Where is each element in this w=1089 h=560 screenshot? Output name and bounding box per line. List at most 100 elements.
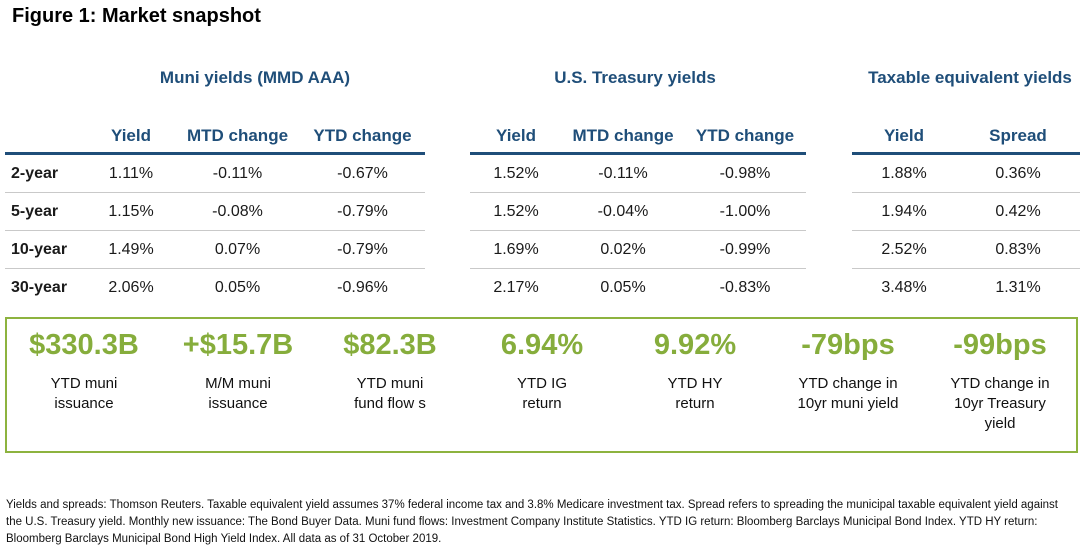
column-header: Spread (989, 126, 1047, 145)
table-cell: -0.96% (337, 278, 388, 296)
table-row: 2.52% 0.83% (852, 231, 1080, 269)
table-row: 2-year 1.11% -0.11% -0.67% (5, 155, 425, 193)
footnote: Yields and spreads: Thomson Reuters. Tax… (6, 499, 1058, 545)
treasury-yields-heading: U.S. Treasury yields (554, 68, 716, 87)
page-title: Figure 1: Market snapshot (12, 5, 261, 27)
table-cell: 1.69% (493, 240, 539, 258)
column-header: Yield (111, 126, 151, 145)
table-cell: 1.15% (108, 202, 154, 220)
table-cell: -0.83% (719, 278, 771, 296)
column-header: MTD change (572, 126, 674, 145)
table-cell: 0.02% (600, 240, 646, 258)
table-cell: 0.07% (214, 240, 261, 258)
column-header: Yield (496, 126, 536, 145)
table-cell: 1.11% (108, 164, 154, 182)
table-cell: 3.48% (881, 278, 927, 296)
maturity-label: 5-year (11, 202, 59, 220)
taxable-equivalent-table: Yield Spread 1.88% 0.36% 1.94% 0.42% 2.5… (852, 120, 1080, 306)
stat-desc-line: return (522, 395, 562, 412)
table-cell: -0.08% (212, 202, 263, 220)
table-row: 30-year 2.06% 0.05% -0.96% (5, 269, 425, 306)
stat-desc-line: YTD HY (667, 375, 723, 392)
treasury-yields-table: Yield MTD change YTD change 1.52% -0.11%… (470, 120, 806, 306)
stat-description: YTD muni issuance (9, 374, 159, 414)
table-cell: 1.49% (108, 240, 154, 258)
table-cell: 1.94% (881, 202, 927, 220)
maturity-label: 10-year (11, 240, 68, 258)
stat-ytd-hy-return: 9.92% YTD HY return (620, 319, 770, 414)
stat-ytd-ig-return: 6.94% YTD IG return (467, 319, 617, 414)
stat-mm-muni-issuance: +$15.7B M/M muni issuance (163, 319, 313, 414)
table-row: 3.48% 1.31% (852, 269, 1080, 306)
stat-desc-line: YTD IG (516, 375, 567, 392)
stat-description: YTD HY return (620, 374, 770, 414)
maturity-label: 2-year (11, 164, 59, 182)
stat-muni-yield-change: -79bps YTD change in 10yr muni yield (773, 319, 923, 414)
stat-desc-line: issuance (54, 395, 114, 412)
stat-ytd-fund-flows: $82.3B YTD muni fund flow s (315, 319, 465, 414)
key-stats-panel: $330.3B YTD muni issuance +$15.7B M/M mu… (5, 317, 1078, 453)
muni-yields-table: Yield MTD change YTD change 2-year 1.11%… (5, 120, 425, 306)
stat-value: -99bps (953, 329, 1047, 361)
table-cell: 1.52% (493, 202, 539, 220)
stat-desc-line: M/M muni (205, 375, 271, 392)
stat-desc-line: YTD muni (50, 375, 118, 392)
stat-ytd-muni-issuance: $330.3B YTD muni issuance (9, 319, 159, 414)
stat-description: YTD change in 10yr Treasury yield (925, 374, 1075, 434)
table-cell: -0.98% (719, 164, 771, 182)
stat-desc-line: YTD change in (798, 375, 898, 392)
table-cell: -0.11% (212, 164, 263, 182)
table-cell: 0.05% (214, 278, 261, 296)
table-cell: -0.79% (337, 240, 388, 258)
table-cell: 1.31% (995, 278, 1041, 296)
column-header: Yield (884, 126, 924, 145)
stat-desc-line: YTD muni (356, 375, 424, 392)
table-cell: -0.99% (719, 240, 771, 258)
maturity-label: 30-year (11, 278, 68, 296)
table-cell: 0.42% (995, 202, 1041, 220)
stat-value: -79bps (801, 329, 895, 361)
table-row: 1.88% 0.36% (852, 155, 1080, 193)
stat-value: $330.3B (29, 329, 139, 361)
stat-desc-line: return (675, 395, 715, 412)
stat-description: M/M muni issuance (163, 374, 313, 414)
stat-description: YTD IG return (467, 374, 617, 414)
stat-desc-line: issuance (208, 395, 268, 412)
table-cell: 1.52% (493, 164, 539, 182)
stat-treasury-yield-change: -99bps YTD change in 10yr Treasury yield (925, 319, 1075, 434)
stat-value: $82.3B (343, 329, 437, 361)
table-cell: -0.79% (337, 202, 388, 220)
stat-value: +$15.7B (182, 329, 294, 361)
column-header: YTD change (313, 126, 412, 145)
table-cell: -0.04% (597, 202, 649, 220)
table-cell: 1.88% (881, 164, 927, 182)
table-cell: -0.11% (598, 164, 648, 182)
table-cell: 0.36% (995, 164, 1041, 182)
table-row: 1.52% -0.04% -1.00% (470, 193, 806, 231)
stat-description: YTD change in 10yr muni yield (773, 374, 923, 414)
stat-desc-line: yield (984, 415, 1016, 432)
table-cell: -1.00% (719, 202, 771, 220)
column-header: MTD change (186, 126, 289, 145)
stat-description: YTD muni fund flow s (315, 374, 465, 414)
column-header: YTD change (695, 126, 795, 145)
muni-yields-heading: Muni yields (MMD AAA) (159, 68, 351, 87)
stat-desc-line: 10yr muni yield (797, 395, 899, 412)
stat-desc-line: 10yr Treasury (954, 395, 1046, 412)
table-row: 2.17% 0.05% -0.83% (470, 269, 806, 306)
table-cell: 2.06% (108, 278, 154, 296)
stat-value: 9.92% (653, 329, 737, 361)
table-cell: 2.17% (493, 278, 539, 296)
table-cell: 0.83% (995, 240, 1041, 258)
table-cell: 0.05% (600, 278, 646, 296)
table-row: 1.52% -0.11% -0.98% (470, 155, 806, 193)
table-cell: -0.67% (337, 164, 388, 182)
stat-value: 6.94% (500, 329, 584, 361)
table-row: 5-year 1.15% -0.08% -0.79% (5, 193, 425, 231)
table-cell: 2.52% (881, 240, 927, 258)
table-row: 10-year 1.49% 0.07% -0.79% (5, 231, 425, 269)
table-row: 1.94% 0.42% (852, 193, 1080, 231)
taxable-yields-heading: Taxable equivalent yields (868, 68, 1072, 87)
table-row: 1.69% 0.02% -0.99% (470, 231, 806, 269)
stat-desc-line: fund flow s (354, 395, 426, 412)
